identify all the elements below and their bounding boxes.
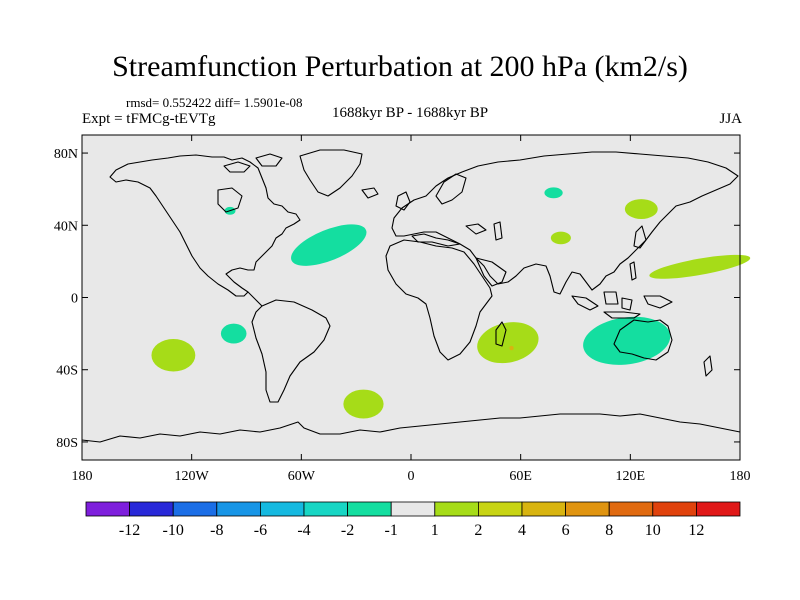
colorbar-swatch-1	[129, 501, 174, 517]
colorbar-label: 10	[645, 522, 661, 539]
colorbar-swatch-5	[303, 501, 348, 517]
colorbar-swatch-4	[259, 501, 305, 517]
anomaly-region-10	[583, 316, 671, 365]
chart-title: Streamfunction Perturbation at 200 hPa (…	[112, 50, 688, 83]
colorbar-label: 8	[605, 522, 613, 539]
y-tick-label: 80N	[54, 147, 78, 162]
y-tick-label: 40S	[56, 364, 78, 379]
colorbar-swatch-7	[390, 501, 436, 517]
rmsd-stats: rmsd= 0.552422 diff= 1.5901e-08	[126, 95, 303, 110]
colorbar-label: -4	[297, 522, 310, 539]
x-tick-label: 60E	[509, 469, 532, 484]
map-background	[82, 135, 740, 460]
x-tick-label: 120E	[616, 469, 646, 484]
anomaly-region-9	[509, 345, 514, 351]
anomaly-layer	[151, 187, 751, 419]
x-tick-label: 60W	[288, 469, 316, 484]
colorbar-label: -8	[210, 522, 223, 539]
colorbar-label: 2	[474, 522, 482, 539]
colorbar-label: -1	[385, 522, 398, 539]
anomaly-region-8	[477, 322, 539, 364]
y-tick-label: 40N	[54, 219, 78, 234]
anomaly-region-6	[220, 323, 247, 344]
colorbar-label: -12	[119, 522, 140, 539]
colorbar-swatch-0	[85, 501, 130, 517]
anomaly-region-4	[550, 231, 571, 245]
colorbar-swatch-9	[477, 501, 523, 517]
colorbar-swatch-11	[565, 501, 610, 517]
x-tick-label: 0	[408, 469, 415, 484]
colorbar-label: -2	[341, 522, 354, 539]
colorbar-swatch-8	[434, 501, 479, 517]
colorbar-swatch-14	[696, 501, 741, 517]
colorbar-swatch-10	[521, 501, 566, 517]
period-label: 1688kyr BP - 1688kyr BP	[331, 105, 489, 121]
x-tick-label: 180	[72, 469, 93, 484]
colorbar-label: -6	[254, 522, 267, 539]
anomaly-region-5	[649, 254, 751, 279]
colorbar-label: -10	[163, 522, 184, 539]
anomaly-region-1	[291, 224, 367, 266]
colorbar: -12 -10 -8 -6 -4 -2 -1 1 2 4 6 8 10 12	[85, 501, 741, 539]
colorbar-label: 1	[431, 522, 439, 539]
colorbar-swatch-2	[172, 501, 218, 517]
colorbar-label: 4	[518, 522, 526, 539]
colorbar-label: 6	[562, 522, 570, 539]
colorbar-swatch-12	[608, 501, 654, 517]
colorbar-label: 12	[688, 522, 704, 539]
colorbar-swatch-3	[216, 501, 261, 517]
anomaly-region-11	[343, 389, 384, 419]
season-label: JJA	[719, 111, 742, 127]
coastlines	[81, 149, 741, 443]
colorbar-swatch-6	[347, 501, 392, 517]
y-tick-label: 80S	[56, 436, 78, 451]
axis-ticks: 180 120W 60W 0 60E 120E 180 80N 40N 0 40S 80S	[54, 135, 751, 484]
anomaly-region-3	[624, 199, 658, 219]
x-tick-label: 120W	[175, 469, 210, 484]
anomaly-region-7	[151, 339, 196, 372]
colorbar-swatch-13	[652, 501, 697, 517]
experiment-label: Expt = tFMCg-tEVTg	[82, 111, 216, 127]
y-tick-label: 0	[71, 292, 78, 307]
x-tick-label: 180	[730, 469, 751, 484]
anomaly-region-2	[544, 187, 563, 199]
